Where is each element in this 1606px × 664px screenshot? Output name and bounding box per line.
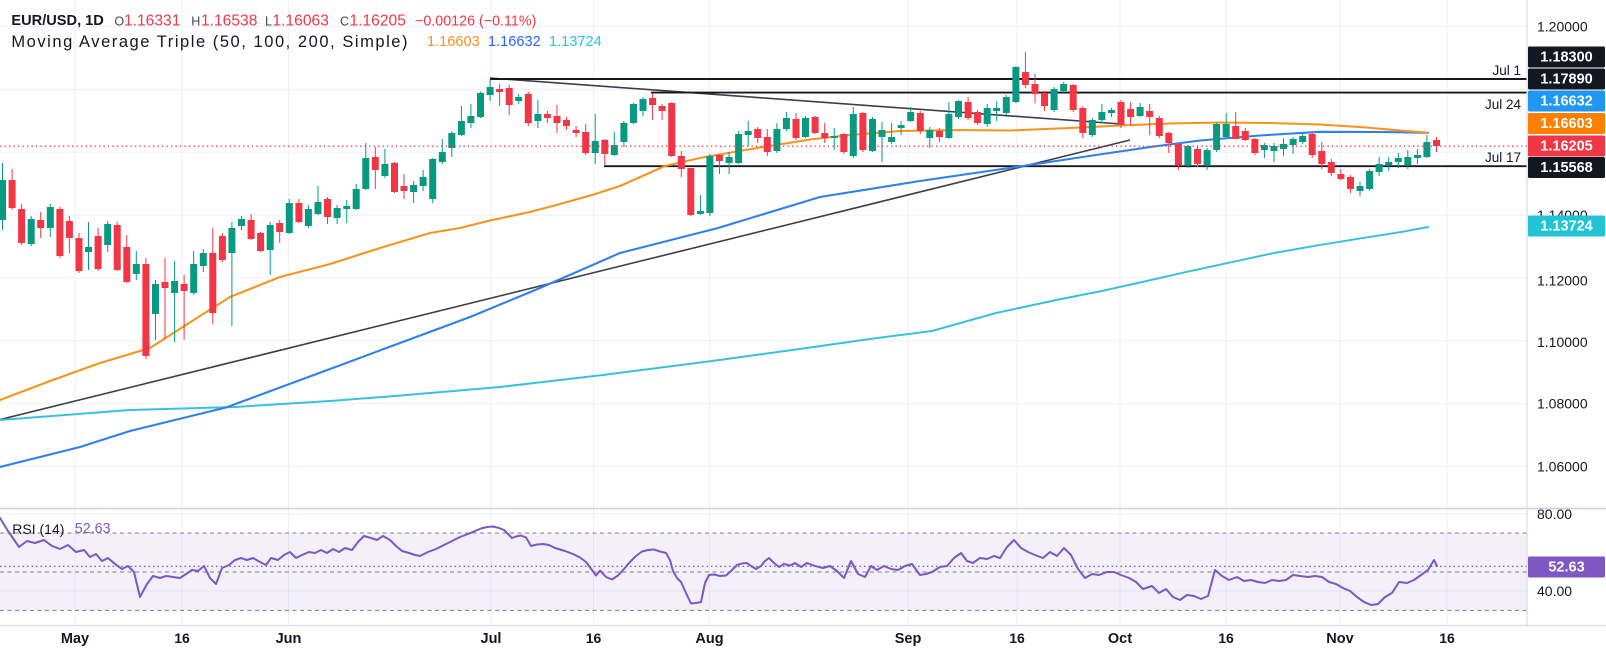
svg-text:1.20000: 1.20000 [1537,19,1588,35]
svg-text:1.16205: 1.16205 [350,13,407,30]
svg-text:O: O [114,14,124,28]
svg-text:Moving Average Triple (50, 100: Moving Average Triple (50, 100, 200, Sim… [11,33,409,51]
svg-text:1.13724: 1.13724 [1540,219,1592,235]
svg-text:Oct: Oct [1108,631,1132,647]
svg-text:16: 16 [1218,630,1234,646]
svg-text:1.06000: 1.06000 [1537,458,1588,474]
svg-text:1.16603: 1.16603 [1540,116,1592,132]
svg-text:1.16632: 1.16632 [488,34,541,50]
svg-text:L: L [265,14,272,28]
svg-text:1.16331: 1.16331 [124,13,180,30]
svg-text:1.16205: 1.16205 [1540,139,1592,155]
svg-text:1.16632: 1.16632 [1540,94,1592,110]
svg-text:1.18300: 1.18300 [1540,50,1592,66]
svg-text:RSI (14): RSI (14) [12,521,64,537]
svg-text:1.17890: 1.17890 [1540,72,1592,88]
svg-text:16: 16 [1439,630,1455,646]
svg-text:1.08000: 1.08000 [1537,396,1588,412]
svg-text:−0.00126 (−0.11%): −0.00126 (−0.11%) [415,13,536,29]
svg-text:1.12000: 1.12000 [1537,273,1588,289]
svg-text:52.63: 52.63 [1548,560,1584,576]
svg-text:May: May [61,631,89,647]
svg-text:1.16063: 1.16063 [273,13,329,30]
svg-text:16: 16 [1009,630,1025,646]
svg-text:16: 16 [586,630,602,646]
svg-text:1.10000: 1.10000 [1537,334,1588,350]
svg-text:1.15568: 1.15568 [1540,160,1592,176]
svg-text:52.63: 52.63 [75,521,111,537]
svg-text:1.13724: 1.13724 [549,34,602,50]
svg-text:C: C [340,14,349,28]
svg-text:Nov: Nov [1326,631,1353,647]
svg-text:Jul 17: Jul 17 [1485,150,1521,165]
svg-text:Jul 24: Jul 24 [1485,97,1522,112]
svg-text:80.00: 80.00 [1537,506,1572,522]
svg-text:40.00: 40.00 [1537,583,1572,599]
svg-text:H: H [191,14,200,28]
svg-text:Aug: Aug [695,631,723,647]
svg-text:Sep: Sep [895,631,922,647]
svg-text:1.16538: 1.16538 [201,13,257,30]
svg-text:Jul: Jul [481,631,502,647]
svg-text:1.16603: 1.16603 [427,34,480,50]
svg-text:Jun: Jun [276,631,302,647]
svg-text:Jul 1: Jul 1 [1492,63,1521,78]
svg-text:EUR/USD, 1D: EUR/USD, 1D [11,13,103,29]
svg-text:16: 16 [174,630,190,646]
